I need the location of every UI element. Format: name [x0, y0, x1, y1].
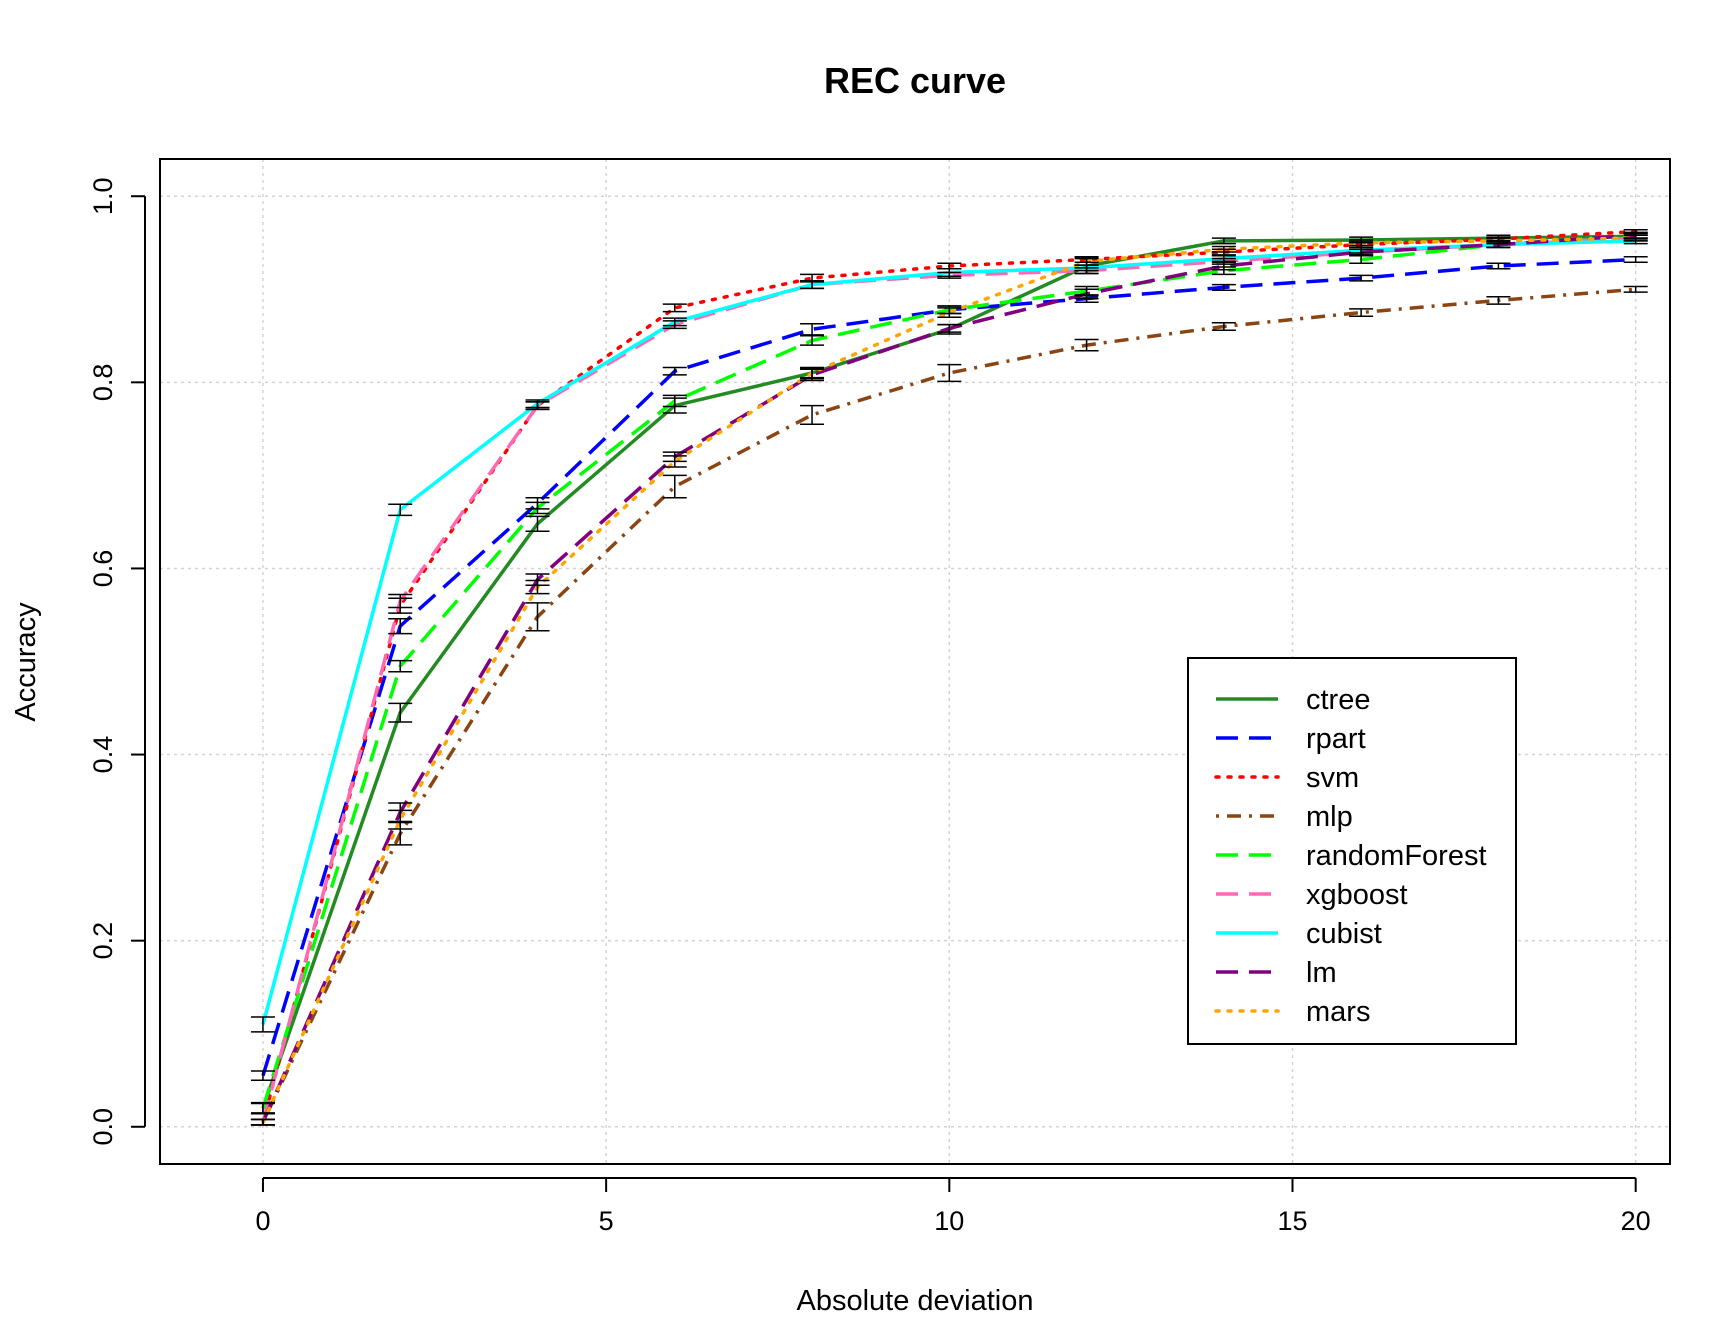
error-bar-mars: [1623, 234, 1648, 242]
error-bar-cubist: [250, 1016, 275, 1033]
error-bar-mars: [388, 809, 413, 830]
error-bar-mlp: [525, 602, 550, 632]
error-bar-randomForest: [1349, 255, 1374, 264]
error-bar-mlp: [1486, 295, 1511, 305]
error-bar-cubist: [1211, 255, 1236, 263]
error-bar-rpart: [1486, 262, 1511, 270]
error-bar-mars: [250, 1118, 275, 1126]
error-bar-rpart: [388, 617, 413, 635]
error-bar-cubist: [800, 280, 825, 290]
error-bar-cubist: [388, 503, 413, 517]
legend-label-cubist: cubist: [1306, 918, 1382, 950]
error-bar-mlp: [1349, 308, 1374, 318]
legend-label-mlp: mlp: [1306, 801, 1353, 833]
error-bar-randomForest: [800, 335, 825, 346]
error-bar-mlp: [1074, 338, 1099, 352]
axes: 0 5 10 15 20 0.0 0.2 0.4 0.6 0.8 1.0: [88, 177, 1651, 1236]
x-tick-label: 5: [599, 1206, 614, 1236]
y-tick-label: 0.0: [88, 1108, 118, 1146]
x-axis-label: Absolute deviation: [797, 1285, 1034, 1317]
y-tick-label: 0.4: [88, 736, 118, 774]
error-bar-mars: [937, 307, 962, 318]
error-bar-rpart: [1211, 283, 1236, 291]
error-bar-mlp: [662, 474, 687, 499]
error-bar-ctree: [388, 702, 413, 723]
error-bar-lm: [1349, 248, 1374, 256]
legend-label-svm: svm: [1306, 762, 1359, 794]
x-tick-label: 15: [1277, 1206, 1307, 1236]
error-bar-randomForest: [388, 659, 413, 673]
error-bar-ctree: [1211, 237, 1236, 245]
y-tick-label: 0.6: [88, 550, 118, 588]
legend-box: [1187, 657, 1517, 1045]
legend-label-mars: mars: [1306, 996, 1370, 1028]
error-bar-mars: [1349, 239, 1374, 247]
error-bar-cubist: [662, 317, 687, 327]
error-bar-ctree: [525, 515, 550, 532]
error-bar-rpart: [800, 322, 825, 336]
legend-label-lm: lm: [1306, 957, 1337, 989]
legend-label-xgboost: xgboost: [1306, 879, 1408, 911]
error-bar-mars: [525, 579, 550, 595]
error-bar-mars: [1074, 256, 1099, 266]
y-tick-label: 0.2: [88, 922, 118, 960]
x-tick-label: 10: [934, 1206, 964, 1236]
error-bar-mars: [1211, 245, 1236, 253]
y-tick-label: 0.8: [88, 364, 118, 402]
error-bar-randomForest: [250, 1102, 275, 1114]
error-bar-mars: [1486, 237, 1511, 245]
error-bar-lm: [1211, 261, 1236, 271]
error-bar-mlp: [1211, 322, 1236, 331]
legend-label-randomForest: randomForest: [1306, 840, 1487, 872]
error-bar-cubist: [937, 268, 962, 277]
chart-title: REC curve: [824, 60, 1006, 101]
x-tick-label: 20: [1621, 1206, 1651, 1236]
legend: ctree rpart svm mlp randomForest xgboost cubis…: [1187, 657, 1517, 1045]
error-bar-lm: [937, 323, 962, 333]
legend-label-ctree: ctree: [1306, 684, 1370, 716]
error-bar-svm: [662, 303, 687, 313]
error-bar-randomForest: [662, 394, 687, 408]
error-bar-rpart: [662, 366, 687, 376]
error-bar-rpart: [1623, 255, 1648, 264]
x-tick-label: 0: [255, 1206, 270, 1236]
error-bar-randomForest: [525, 501, 550, 515]
error-bar-mlp: [937, 363, 962, 383]
series-line-xgboost: [261, 236, 1636, 1123]
error-bar-mlp: [800, 404, 825, 425]
error-bar-xgboost: [388, 593, 413, 609]
plot-frame: [159, 158, 1671, 1165]
error-bars: [250, 228, 1648, 1126]
error-bar-lm: [1074, 288, 1099, 300]
error-bar-rpart: [250, 1070, 275, 1081]
y-tick-label: 1.0: [88, 177, 118, 215]
error-bar-cubist: [525, 399, 550, 409]
legend-label-rpart: rpart: [1306, 723, 1366, 755]
error-bar-rpart: [1349, 274, 1374, 282]
y-axis-label: Accuracy: [10, 602, 42, 722]
error-bar-mlp: [1623, 285, 1648, 293]
error-bar-mars: [800, 366, 825, 380]
error-bar-mars: [662, 455, 687, 468]
